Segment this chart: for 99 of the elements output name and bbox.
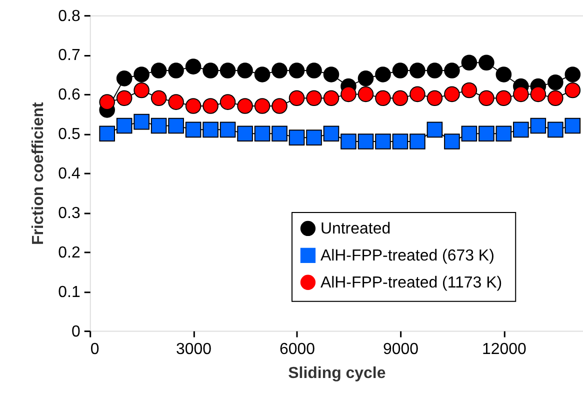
point: [168, 62, 184, 78]
point: [185, 58, 202, 74]
point: [150, 90, 167, 106]
point: [564, 118, 581, 134]
point: [288, 90, 305, 106]
point: [254, 98, 270, 114]
point: [340, 86, 356, 102]
point: [375, 66, 391, 82]
point: [478, 54, 494, 71]
point: [478, 126, 494, 142]
point: [564, 66, 581, 82]
point: [358, 86, 374, 102]
point: [323, 90, 340, 106]
point: [237, 98, 253, 114]
point: [478, 90, 494, 106]
legend-label: AlH-FPP-treated (673 K): [320, 247, 494, 264]
x-tick-label: 0: [90, 341, 100, 358]
point: [426, 122, 443, 138]
point: [548, 90, 564, 106]
point: [99, 94, 115, 110]
point: [548, 122, 564, 138]
point: [185, 122, 202, 138]
y-tick-label: 0.3: [58, 204, 80, 222]
point: [444, 62, 460, 78]
point: [530, 86, 546, 102]
point: [392, 90, 408, 106]
legend-label: Untreated: [320, 220, 391, 238]
x-tick-label: 3000: [176, 341, 212, 358]
point: [323, 126, 340, 142]
point: [220, 62, 236, 78]
point: [410, 86, 426, 102]
point: [134, 66, 150, 82]
point: [513, 86, 529, 102]
point: [461, 82, 478, 98]
point: [220, 94, 236, 110]
x-axis-title: Sliding cycle: [288, 365, 386, 382]
point: [150, 118, 167, 134]
point: [444, 86, 460, 102]
point: [392, 134, 408, 150]
point: [202, 62, 218, 78]
point: [410, 134, 426, 150]
point: [306, 130, 322, 146]
point: [272, 62, 288, 78]
point: [496, 90, 512, 106]
point: [461, 126, 478, 142]
x-tick-label: 9000: [382, 341, 419, 358]
point: [340, 134, 356, 150]
point: [564, 82, 581, 98]
point: [530, 118, 546, 134]
point: [202, 122, 218, 138]
point: [426, 62, 443, 78]
point: [99, 126, 115, 142]
point: [375, 90, 391, 106]
point: [202, 98, 218, 114]
point: [254, 126, 270, 142]
point: [168, 118, 184, 134]
point: [496, 66, 512, 82]
point: [237, 126, 253, 142]
point: [220, 122, 236, 138]
point: [185, 98, 202, 114]
y-tick-label: 0.4: [58, 166, 80, 183]
point: [288, 62, 305, 78]
point: [306, 62, 322, 78]
y-tick-label: 0.1: [58, 284, 80, 301]
x-tick-label: 6000: [279, 341, 316, 358]
point: [288, 130, 305, 146]
y-tick-label: 0.2: [58, 244, 80, 262]
point: [272, 98, 288, 114]
point: [548, 74, 564, 90]
point: [513, 122, 529, 138]
y-axis-title: Friction coefficient: [30, 101, 48, 245]
point: [410, 62, 426, 78]
point: [306, 90, 322, 106]
point: [426, 90, 443, 106]
point: [444, 134, 460, 150]
point: [358, 134, 374, 150]
point: [134, 82, 150, 98]
point: [116, 90, 132, 106]
point: [134, 114, 150, 130]
point: [272, 126, 288, 142]
point: [392, 62, 408, 78]
point: [496, 126, 512, 142]
point: [150, 62, 167, 78]
point: [237, 62, 253, 78]
legend-label: AlH-FPP-treated (1173 K): [320, 274, 502, 292]
point: [254, 66, 270, 82]
point: [323, 66, 340, 82]
point: [116, 70, 132, 86]
y-tick-label: 0.6: [58, 86, 80, 104]
x-tick-label: 12000: [482, 341, 526, 358]
point: [358, 70, 374, 86]
y-tick-label: 0.7: [58, 47, 80, 64]
y-tick-label: 0.8: [58, 8, 80, 25]
y-tick-label: 0: [71, 323, 80, 340]
point: [375, 134, 391, 150]
y-tick-label: 0.5: [58, 126, 80, 144]
point: [116, 118, 132, 134]
point: [168, 94, 184, 110]
point: [461, 54, 478, 71]
